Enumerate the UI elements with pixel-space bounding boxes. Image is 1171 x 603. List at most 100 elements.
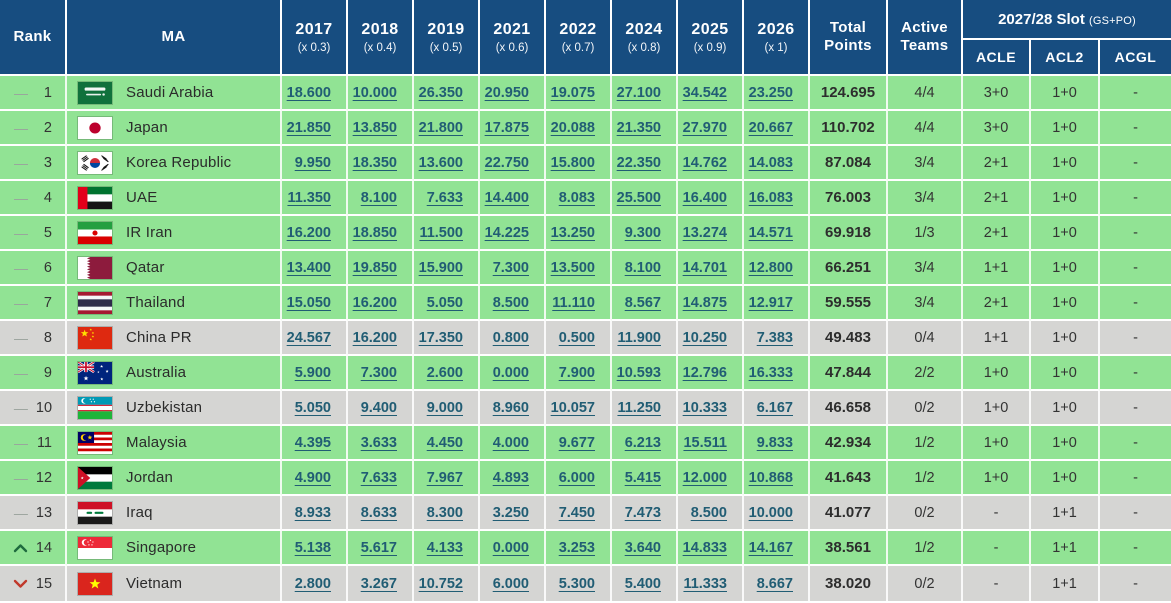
- points-link[interactable]: 13.850: [352, 119, 397, 136]
- points-link[interactable]: 7.450: [558, 504, 595, 521]
- points-link[interactable]: 21.350: [616, 119, 661, 136]
- points-link[interactable]: 10.057: [550, 399, 595, 416]
- points-link[interactable]: 4.395: [294, 434, 331, 451]
- points-link[interactable]: 14.571: [748, 224, 793, 241]
- points-link[interactable]: 8.667: [756, 575, 793, 592]
- points-link[interactable]: 4.000: [492, 434, 529, 451]
- points-link[interactable]: 14.875: [682, 294, 727, 311]
- points-link[interactable]: 5.617: [360, 539, 397, 556]
- points-link[interactable]: 11.900: [617, 329, 661, 346]
- points-link[interactable]: 6.167: [756, 399, 793, 416]
- points-link[interactable]: 13.400: [286, 259, 331, 276]
- points-link[interactable]: 18.600: [286, 84, 331, 101]
- points-link[interactable]: 6.000: [558, 469, 595, 486]
- points-link[interactable]: 17.875: [484, 119, 529, 136]
- points-link[interactable]: 7.300: [360, 364, 397, 381]
- points-link[interactable]: 3.640: [624, 539, 661, 556]
- points-link[interactable]: 14.083: [748, 154, 793, 171]
- points-link[interactable]: 5.400: [624, 575, 661, 592]
- points-link[interactable]: 8.960: [492, 399, 529, 416]
- points-link[interactable]: 9.300: [624, 224, 661, 241]
- points-link[interactable]: 16.200: [352, 294, 397, 311]
- points-link[interactable]: 9.833: [756, 434, 793, 451]
- points-link[interactable]: 12.000: [682, 469, 727, 486]
- points-link[interactable]: 19.075: [550, 84, 595, 101]
- points-link[interactable]: 22.350: [616, 154, 661, 171]
- points-link[interactable]: 7.300: [492, 259, 529, 276]
- points-link[interactable]: 15.800: [550, 154, 595, 171]
- points-link[interactable]: 2.800: [294, 575, 331, 592]
- points-link[interactable]: 7.473: [624, 504, 661, 521]
- points-link[interactable]: 8.500: [690, 504, 727, 521]
- points-link[interactable]: 20.950: [484, 84, 529, 101]
- points-link[interactable]: 8.100: [624, 259, 661, 276]
- points-link[interactable]: 14.167: [748, 539, 793, 556]
- points-link[interactable]: 8.300: [426, 504, 463, 521]
- points-link[interactable]: 11.500: [419, 224, 463, 241]
- points-link[interactable]: 16.083: [748, 189, 793, 206]
- points-link[interactable]: 25.500: [616, 189, 661, 206]
- points-link[interactable]: 12.796: [682, 364, 727, 381]
- points-link[interactable]: 20.667: [748, 119, 793, 136]
- points-link[interactable]: 13.600: [418, 154, 463, 171]
- points-link[interactable]: 9.400: [360, 399, 397, 416]
- points-link[interactable]: 10.593: [616, 364, 661, 381]
- points-link[interactable]: 11.350: [287, 189, 331, 206]
- points-link[interactable]: 15.050: [286, 294, 331, 311]
- points-link[interactable]: 16.200: [286, 224, 331, 241]
- points-link[interactable]: 5.050: [426, 294, 463, 311]
- points-link[interactable]: 3.250: [492, 504, 529, 521]
- points-link[interactable]: 15.900: [418, 259, 463, 276]
- points-link[interactable]: 12.800: [748, 259, 793, 276]
- points-link[interactable]: 11.250: [617, 399, 661, 416]
- points-link[interactable]: 6.213: [624, 434, 661, 451]
- points-link[interactable]: 8.633: [360, 504, 397, 521]
- points-link[interactable]: 18.850: [352, 224, 397, 241]
- points-link[interactable]: 7.633: [360, 469, 397, 486]
- points-link[interactable]: 3.633: [360, 434, 397, 451]
- points-link[interactable]: 7.900: [558, 364, 595, 381]
- points-link[interactable]: 16.400: [682, 189, 727, 206]
- points-link[interactable]: 10.250: [682, 329, 727, 346]
- points-link[interactable]: 3.267: [360, 575, 397, 592]
- points-link[interactable]: 7.633: [426, 189, 463, 206]
- points-link[interactable]: 3.253: [558, 539, 595, 556]
- points-link[interactable]: 9.950: [294, 154, 331, 171]
- points-link[interactable]: 4.893: [492, 469, 529, 486]
- points-link[interactable]: 10.333: [682, 399, 727, 416]
- points-link[interactable]: 14.400: [484, 189, 529, 206]
- points-link[interactable]: 4.900: [294, 469, 331, 486]
- points-link[interactable]: 0.000: [492, 364, 529, 381]
- points-link[interactable]: 15.511: [683, 434, 727, 451]
- points-link[interactable]: 18.350: [352, 154, 397, 171]
- points-link[interactable]: 7.383: [756, 329, 793, 346]
- points-link[interactable]: 16.333: [748, 364, 793, 381]
- points-link[interactable]: 14.762: [682, 154, 727, 171]
- points-link[interactable]: 19.850: [352, 259, 397, 276]
- points-link[interactable]: 14.701: [682, 259, 727, 276]
- points-link[interactable]: 10.868: [748, 469, 793, 486]
- points-link[interactable]: 13.250: [550, 224, 595, 241]
- points-link[interactable]: 11.333: [683, 575, 727, 592]
- points-link[interactable]: 8.100: [360, 189, 397, 206]
- points-link[interactable]: 5.300: [558, 575, 595, 592]
- points-link[interactable]: 9.000: [426, 399, 463, 416]
- points-link[interactable]: 0.500: [558, 329, 595, 346]
- points-link[interactable]: 13.274: [682, 224, 727, 241]
- points-link[interactable]: 9.677: [558, 434, 595, 451]
- points-link[interactable]: 4.133: [426, 539, 463, 556]
- points-link[interactable]: 14.833: [682, 539, 727, 556]
- points-link[interactable]: 21.850: [286, 119, 331, 136]
- points-link[interactable]: 0.800: [492, 329, 529, 346]
- points-link[interactable]: 0.000: [492, 539, 529, 556]
- points-link[interactable]: 24.567: [286, 329, 331, 346]
- points-link[interactable]: 8.083: [558, 189, 595, 206]
- points-link[interactable]: 8.500: [492, 294, 529, 311]
- points-link[interactable]: 23.250: [748, 84, 793, 101]
- points-link[interactable]: 10.000: [352, 84, 397, 101]
- points-link[interactable]: 34.542: [682, 84, 727, 101]
- points-link[interactable]: 8.933: [294, 504, 331, 521]
- points-link[interactable]: 5.415: [624, 469, 661, 486]
- points-link[interactable]: 13.500: [550, 259, 595, 276]
- points-link[interactable]: 5.900: [294, 364, 331, 381]
